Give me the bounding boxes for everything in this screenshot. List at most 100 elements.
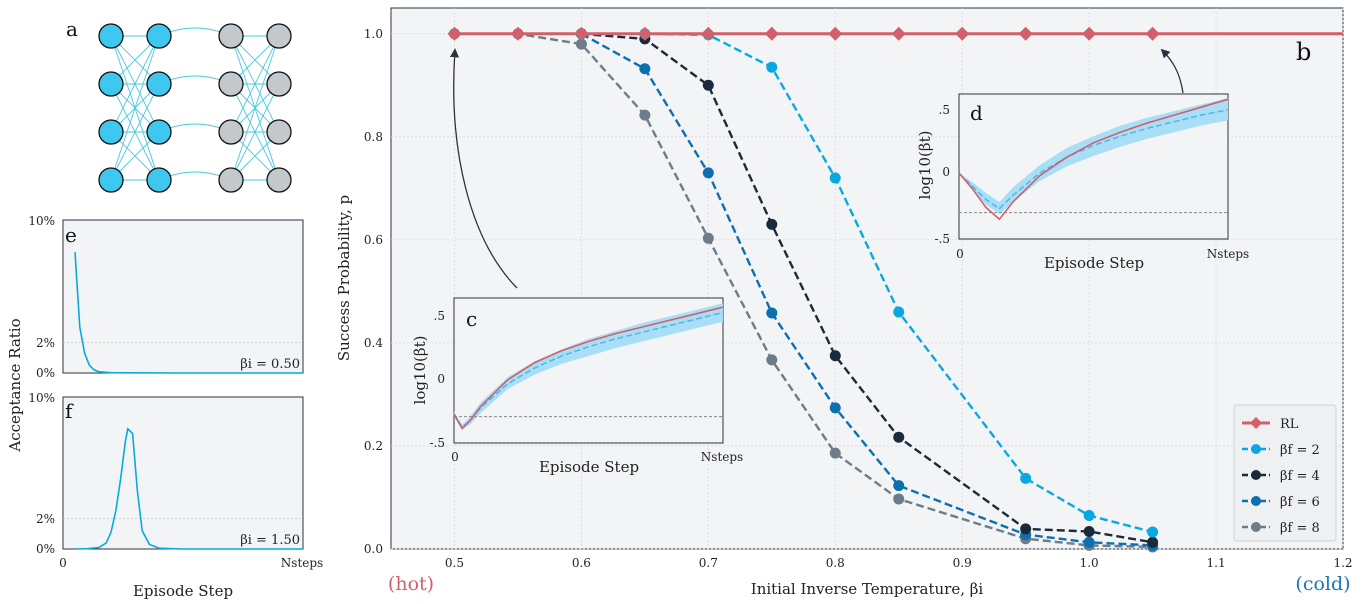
- main-xtick: 0.6: [572, 556, 591, 570]
- panel-label-d: d: [970, 101, 983, 125]
- inset-c-mean: [453, 311, 724, 429]
- inset-c-rl: [453, 306, 724, 430]
- data-point: [893, 493, 905, 505]
- network-link: [230, 35, 280, 181]
- inset-d: d .5 0 -.5 0 Nsteps Episode Step log10(β…: [916, 93, 1249, 272]
- data-point: [893, 431, 905, 443]
- data-point-rl: [1145, 26, 1160, 41]
- d-xtick-nsteps: Nsteps: [1207, 247, 1249, 261]
- visible-neuron: [146, 119, 172, 145]
- panel-label-f: f: [65, 399, 74, 423]
- acceptance-panel-f: f βi = 1.50 10% 2% 0% 0 Nsteps Episode S…: [28, 391, 323, 600]
- data-point-rl: [447, 26, 462, 41]
- hidden-neuron: [218, 167, 244, 193]
- inset-c-band: [454, 303, 723, 430]
- main-ytick: 0.8: [364, 130, 383, 144]
- main-xlabel: Initial Inverse Temperature, βi: [751, 580, 984, 598]
- main-ytick: 1.0: [364, 27, 383, 41]
- e-ytick-2: 2%: [36, 336, 55, 350]
- inset-d-rl: [958, 98, 1229, 221]
- d-xtick-0: 0: [956, 247, 964, 261]
- visible-neuron: [146, 23, 172, 49]
- data-point: [829, 447, 841, 459]
- c-xtick-nsteps: Nsteps: [701, 450, 743, 464]
- main-xtick: 1.2: [1333, 556, 1352, 570]
- f-xtick-0: 0: [59, 556, 67, 570]
- cold-label: (cold): [1295, 573, 1350, 595]
- e-ytick-0: 0%: [36, 366, 55, 380]
- panel-label-a: a: [66, 17, 78, 41]
- data-point: [1083, 525, 1095, 537]
- legend-label: βf = 8: [1280, 521, 1320, 536]
- inset-d-band: [959, 98, 1228, 214]
- f-ytick-10: 10%: [28, 391, 55, 405]
- main-xtick: 0.5: [445, 556, 464, 570]
- arrow-to-c: [449, 48, 518, 289]
- data-point: [702, 167, 714, 179]
- legend-marker: [1251, 522, 1261, 532]
- visible-neuron: [146, 167, 172, 193]
- visible-neuron: [146, 71, 172, 97]
- main-xtick: 0.7: [699, 556, 718, 570]
- data-point-rl: [510, 26, 525, 41]
- f-ytick-0: 0%: [36, 542, 55, 556]
- d-ytick-m5: -.5: [934, 232, 950, 246]
- main-xtick: 1.0: [1080, 556, 1099, 570]
- data-point: [702, 232, 714, 244]
- network-link: [230, 35, 280, 133]
- data-point: [893, 306, 905, 318]
- acceptance-ylabel: Acceptance Ratio: [6, 318, 24, 452]
- data-point: [1147, 526, 1159, 538]
- network-link: [110, 35, 160, 181]
- main-ytick: 0.2: [364, 439, 383, 453]
- f-xlabel: Episode Step: [133, 582, 233, 600]
- main-ytick: 0.4: [364, 336, 383, 350]
- data-point-rl: [955, 26, 970, 41]
- data-point: [829, 172, 841, 184]
- panel-f-frame: [62, 396, 304, 550]
- panel-label-b: b: [1296, 38, 1311, 66]
- annotation-beta-e: βi = 0.50: [240, 357, 300, 372]
- data-point: [766, 218, 778, 230]
- hidden-neuron: [218, 71, 244, 97]
- acceptance-curve-f: [74, 427, 303, 550]
- data-point-rl: [764, 26, 779, 41]
- network-link: [230, 83, 280, 181]
- hidden-neuron: [218, 119, 244, 145]
- c-ylabel: log10(βt): [411, 336, 429, 405]
- legend: RL βf = 2 βf = 4 βf = 6 βf = 8: [1233, 404, 1337, 542]
- hidden-neuron: [266, 167, 292, 193]
- data-point: [702, 79, 714, 91]
- d-ytick-0: 0: [942, 165, 950, 179]
- legend-box: [1233, 404, 1337, 542]
- visible-neuron: [98, 167, 124, 193]
- c-ytick-0: 0: [437, 372, 445, 386]
- main-xtick: 0.9: [953, 556, 972, 570]
- c-xtick-0: 0: [451, 450, 459, 464]
- data-point-rl: [701, 26, 716, 41]
- panel-label-c: c: [466, 307, 477, 331]
- data-point: [639, 109, 651, 121]
- data-point-rl: [891, 26, 906, 41]
- legend-marker: [1250, 417, 1262, 429]
- data-point: [575, 38, 587, 50]
- network-diagram: [98, 23, 292, 193]
- panel-e-frame: [62, 219, 304, 374]
- data-point-rl: [1082, 26, 1097, 41]
- main-ytick: 0.0: [364, 542, 383, 556]
- d-ytick-5: .5: [939, 103, 950, 117]
- data-point: [1020, 523, 1032, 535]
- data-point: [1020, 472, 1032, 484]
- main-xtick: 0.8: [826, 556, 845, 570]
- legend-marker: [1251, 470, 1261, 480]
- data-point: [1083, 510, 1095, 522]
- f-xtick-nsteps: Nsteps: [281, 556, 323, 570]
- hot-label: (hot): [388, 573, 434, 595]
- c-ytick-5: .5: [434, 309, 445, 323]
- network-link: [110, 83, 160, 181]
- main-plot-frame: [390, 7, 1344, 550]
- d-xlabel: Episode Step: [1044, 254, 1144, 272]
- e-ytick-10: 10%: [28, 214, 55, 228]
- data-point: [829, 350, 841, 362]
